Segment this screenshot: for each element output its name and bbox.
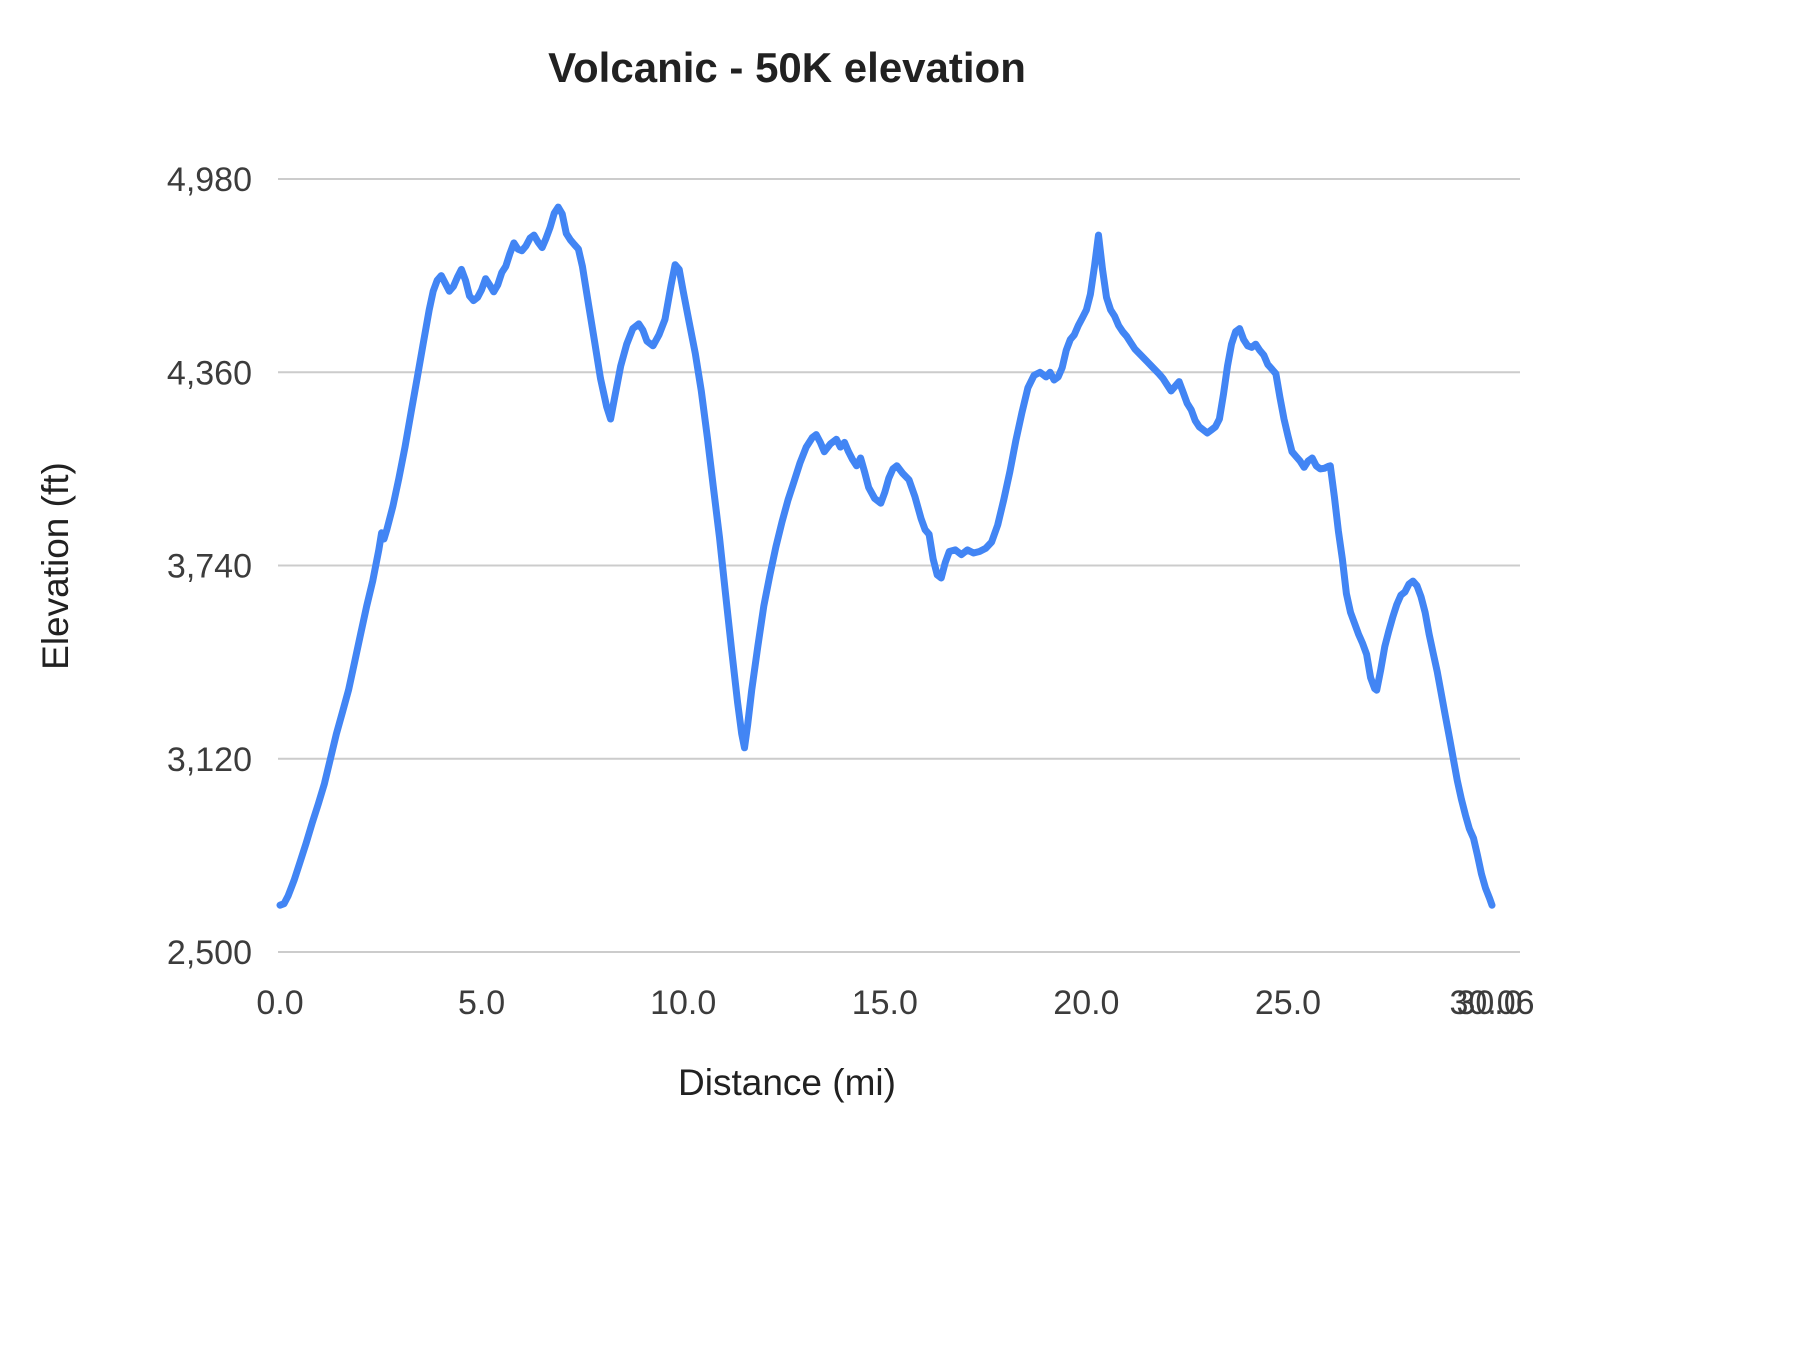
y-tick-label: 4,360 — [167, 354, 252, 392]
series-layer — [276, 203, 1496, 909]
y-tick-label: 4,980 — [167, 161, 252, 199]
y-tick-label: 3,120 — [167, 741, 252, 779]
elevation-line — [276, 203, 1496, 909]
x-tick-label: 30.06 — [1449, 984, 1534, 1022]
y-tick-label: 2,500 — [167, 934, 252, 972]
y-tick-label: 3,740 — [167, 548, 252, 586]
x-tick-label: 30.0 — [1456, 984, 1522, 1022]
x-tick-label: 15.0 — [852, 984, 918, 1022]
y-axis-title: Elevation (ft) — [35, 462, 76, 670]
x-tick-label: 25.0 — [1255, 984, 1321, 1022]
gridlines-layer — [278, 178, 1520, 953]
chart-title: Volcanic - 50K elevation — [548, 44, 1026, 91]
x-axis-title: Distance (mi) — [678, 1062, 896, 1103]
x-tick-label: 10.0 — [650, 984, 716, 1022]
x-tick-labels: 0.0 5.0 10.0 15.0 20.0 25.0 30.030.06 — [256, 984, 1534, 1022]
x-tick-label: 20.0 — [1053, 984, 1119, 1022]
x-tick-label: 5.0 — [458, 984, 505, 1022]
y-tick-labels: 2,500 3,120 3,740 4,360 4,980 — [167, 161, 252, 972]
x-tick-label: 0.0 — [256, 984, 303, 1022]
